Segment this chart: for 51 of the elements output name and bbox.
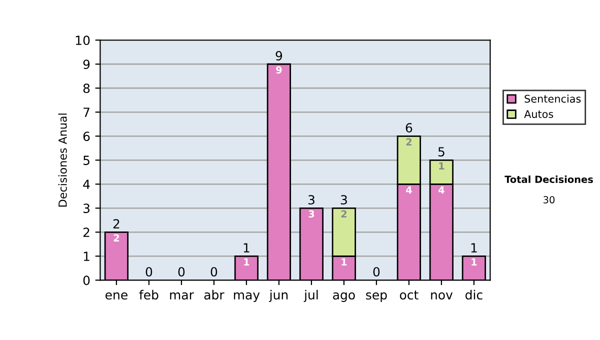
- y-tick-label: 10: [76, 36, 90, 46]
- x-tick-label: sep: [366, 292, 387, 302]
- y-tick-label: 5: [83, 156, 90, 166]
- x-tick-label: abr: [204, 290, 224, 300]
- data-label: 2: [114, 234, 119, 242]
- legend-label: Autos: [524, 110, 554, 118]
- x-tick-label: jun: [269, 290, 288, 302]
- total-label: 3: [308, 195, 314, 205]
- total-label: 1: [244, 243, 250, 252]
- y-tick-label: 1: [84, 252, 90, 261]
- total-label: 5: [438, 147, 444, 157]
- data-label: 1: [439, 162, 444, 170]
- total-label: 0: [146, 267, 152, 277]
- total-label: 0: [210, 267, 218, 277]
- y-tick-label: 4: [83, 180, 90, 189]
- x-tick-label: dic: [466, 290, 482, 300]
- data-label: 1: [244, 258, 250, 266]
- x-tick-label: oct: [400, 290, 418, 300]
- x-tick-label: nov: [431, 292, 453, 300]
- total-label: 1: [471, 243, 477, 252]
- x-tick-label: jul: [304, 290, 318, 302]
- data-label: 2: [406, 138, 412, 146]
- data-label: 1: [472, 258, 477, 266]
- text: Total Decisiones: [504, 175, 593, 184]
- total-label: 2: [113, 219, 120, 228]
- text: 30: [544, 196, 555, 204]
- x-tick-label: may: [234, 292, 260, 302]
- y-tick-label: 8: [83, 84, 90, 94]
- total-label: 9: [276, 51, 282, 60]
- legend-label: Sentencias: [524, 94, 581, 103]
- data-label: 4: [438, 186, 444, 194]
- y-tick-label: 0: [83, 276, 90, 286]
- y-tick-label: 6: [83, 132, 90, 142]
- x-tick-label: mar: [170, 292, 194, 300]
- x-tick-label: feb: [139, 290, 158, 300]
- data-label: 3: [308, 210, 314, 218]
- y-tick-label: 9: [83, 60, 90, 70]
- total-label: 6: [406, 123, 412, 133]
- y-tick-label: 2: [83, 228, 90, 237]
- total-label: 0: [178, 267, 185, 277]
- y-tick-label: 3: [83, 204, 90, 214]
- y-tick-label: 7: [84, 108, 90, 117]
- total-label: 3: [340, 195, 347, 205]
- data-label: 9: [276, 66, 282, 74]
- x-tick-label: ene: [105, 292, 128, 300]
- x-tick-label: ago: [333, 292, 355, 302]
- total-label: 0: [373, 267, 380, 277]
- data-label: 1: [342, 258, 347, 266]
- y-axis-title: Decisiones Anual: [58, 114, 67, 207]
- data-label: 4: [406, 186, 412, 194]
- data-label: 2: [341, 210, 346, 218]
